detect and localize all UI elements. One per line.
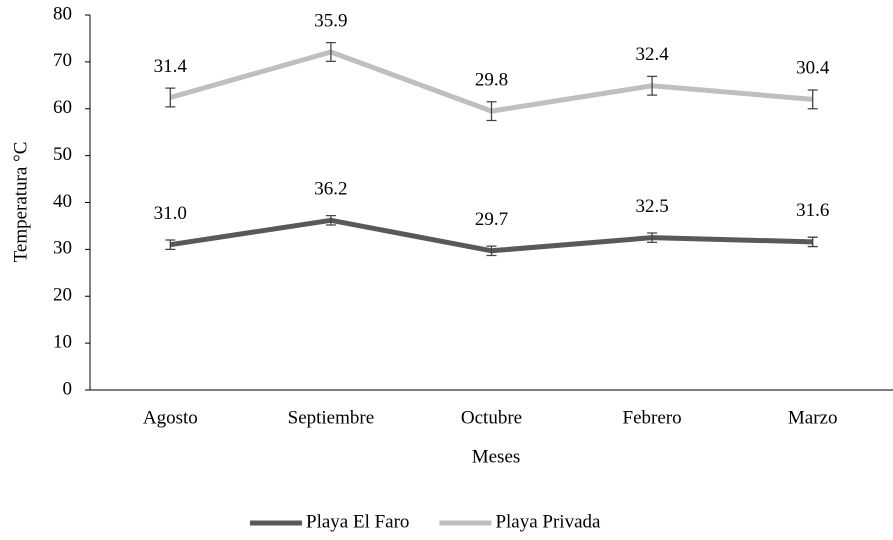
data-label: 32.5 <box>635 196 668 217</box>
data-label: 36.2 <box>314 179 347 200</box>
data-label: 29.8 <box>475 69 508 90</box>
data-label: 31.4 <box>154 56 188 77</box>
y-tick-label: 10 <box>53 331 72 352</box>
x-tick-label: Octubre <box>461 407 522 428</box>
y-tick-label: 50 <box>53 144 72 165</box>
y-tick-label: 20 <box>53 285 72 306</box>
legend-label: Playa El Faro <box>306 511 409 532</box>
data-label: 31.6 <box>796 200 829 221</box>
data-label: 30.4 <box>796 58 830 79</box>
error-bar <box>325 214 336 226</box>
x-tick-label: Marzo <box>788 407 838 428</box>
error-bar <box>165 87 176 108</box>
x-axis-label: Meses <box>472 446 521 467</box>
y-tick-label: 30 <box>53 238 72 259</box>
x-tick-label: Agosto <box>143 407 198 428</box>
error-bar <box>486 245 497 257</box>
error-bar <box>807 89 818 110</box>
y-tick-label: 40 <box>53 191 72 212</box>
data-label: 31.0 <box>154 203 187 224</box>
data-label: 35.9 <box>314 10 347 31</box>
y-tick-label: 60 <box>53 97 72 118</box>
x-tick-label: Febrero <box>623 407 682 428</box>
error-bar <box>807 236 818 248</box>
error-bar <box>486 101 497 122</box>
data-label: 32.4 <box>635 44 669 65</box>
y-axis-label: Temperatura °C <box>10 142 31 263</box>
error-bar <box>325 42 336 63</box>
error-bar <box>647 232 658 243</box>
data-label: 29.7 <box>475 209 508 230</box>
y-tick-label: 70 <box>53 50 72 71</box>
error-bar <box>165 239 176 251</box>
error-bar <box>647 75 658 96</box>
y-tick-label: 80 <box>53 3 72 24</box>
legend-label: Playa Privada <box>495 511 601 532</box>
y-tick-label: 0 <box>63 378 73 399</box>
x-tick-label: Septiembre <box>288 407 375 428</box>
